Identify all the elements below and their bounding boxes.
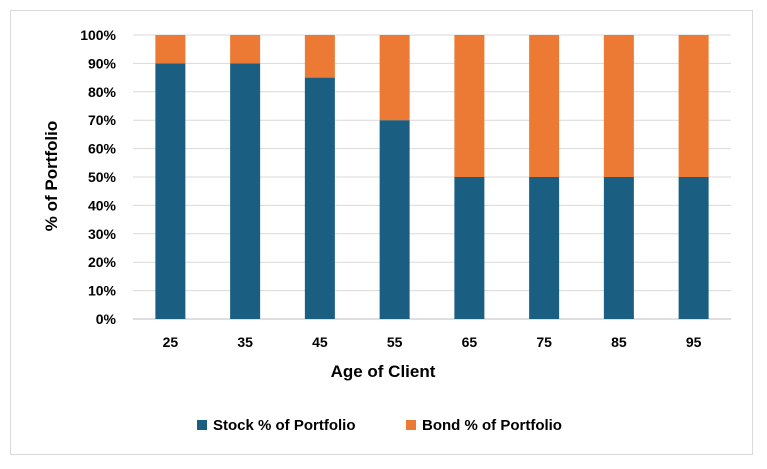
bar-stock-segment	[678, 177, 709, 319]
bar-bond-segment	[603, 35, 634, 177]
y-tick-label: 10%	[88, 283, 117, 299]
x-tick-label: 45	[312, 334, 328, 350]
bar-bond-segment	[379, 35, 410, 121]
y-tick-labels: 0% 10% 20% 30% 40% 50% 60% 70% 80% 90% 100%	[80, 27, 116, 327]
chart-frame: 0% 10% 20% 30% 40% 50% 60% 70% 80% 90% 100% 25 35 45…	[10, 10, 753, 455]
y-tick-label: 70%	[88, 112, 117, 128]
bar-stock-segment	[379, 120, 410, 319]
y-tick-label: 80%	[88, 84, 117, 100]
x-axis-title: Age of Client	[331, 362, 436, 381]
y-tick-label: 20%	[88, 254, 117, 270]
y-tick-label: 100%	[80, 27, 116, 43]
legend-label: Bond % of Portfolio	[422, 417, 562, 434]
x-tick-label: 35	[237, 334, 253, 350]
bar-bond-segment	[529, 35, 560, 177]
bar-bond-segment	[155, 35, 186, 64]
y-tick-label: 60%	[88, 141, 117, 157]
x-tick-label: 75	[536, 334, 552, 350]
bar-stock-segment	[529, 177, 560, 319]
bar-stock-segment	[230, 63, 261, 320]
bar-stock-segment	[304, 77, 335, 319]
legend-label: Stock % of Portfolio	[213, 417, 356, 434]
bar-stock-segment	[603, 177, 634, 319]
x-tick-label: 25	[163, 334, 179, 350]
bar-bond-segment	[454, 35, 485, 177]
bar-stock-segment	[454, 177, 485, 319]
y-axis-title: % of Portfolio	[42, 121, 61, 231]
x-tick-label: 85	[611, 334, 627, 350]
x-tick-label: 65	[462, 334, 478, 350]
y-tick-label: 40%	[88, 197, 117, 213]
legend-swatch	[406, 420, 416, 430]
legend-swatch	[197, 420, 207, 430]
bar-bond-segment	[230, 35, 261, 64]
gridlines	[133, 34, 731, 320]
bar-stock-segment	[155, 63, 186, 320]
bar-bond-segment	[678, 35, 709, 177]
y-tick-label: 50%	[88, 169, 117, 185]
x-tick-label: 95	[686, 334, 702, 350]
chart-svg: 0% 10% 20% 30% 40% 50% 60% 70% 80% 90% 100% 25 35 45…	[42, 27, 731, 434]
bars	[155, 35, 709, 320]
legend: Stock % of Portfolio Bond % of Portfolio	[197, 417, 562, 434]
x-tick-label: 55	[387, 334, 403, 350]
y-tick-label: 30%	[88, 226, 117, 242]
x-tick-labels: 25 35 45 55 65 75 85 95	[163, 334, 702, 350]
y-tick-label: 0%	[96, 311, 117, 327]
y-tick-label: 90%	[88, 55, 117, 71]
bar-bond-segment	[304, 35, 335, 78]
